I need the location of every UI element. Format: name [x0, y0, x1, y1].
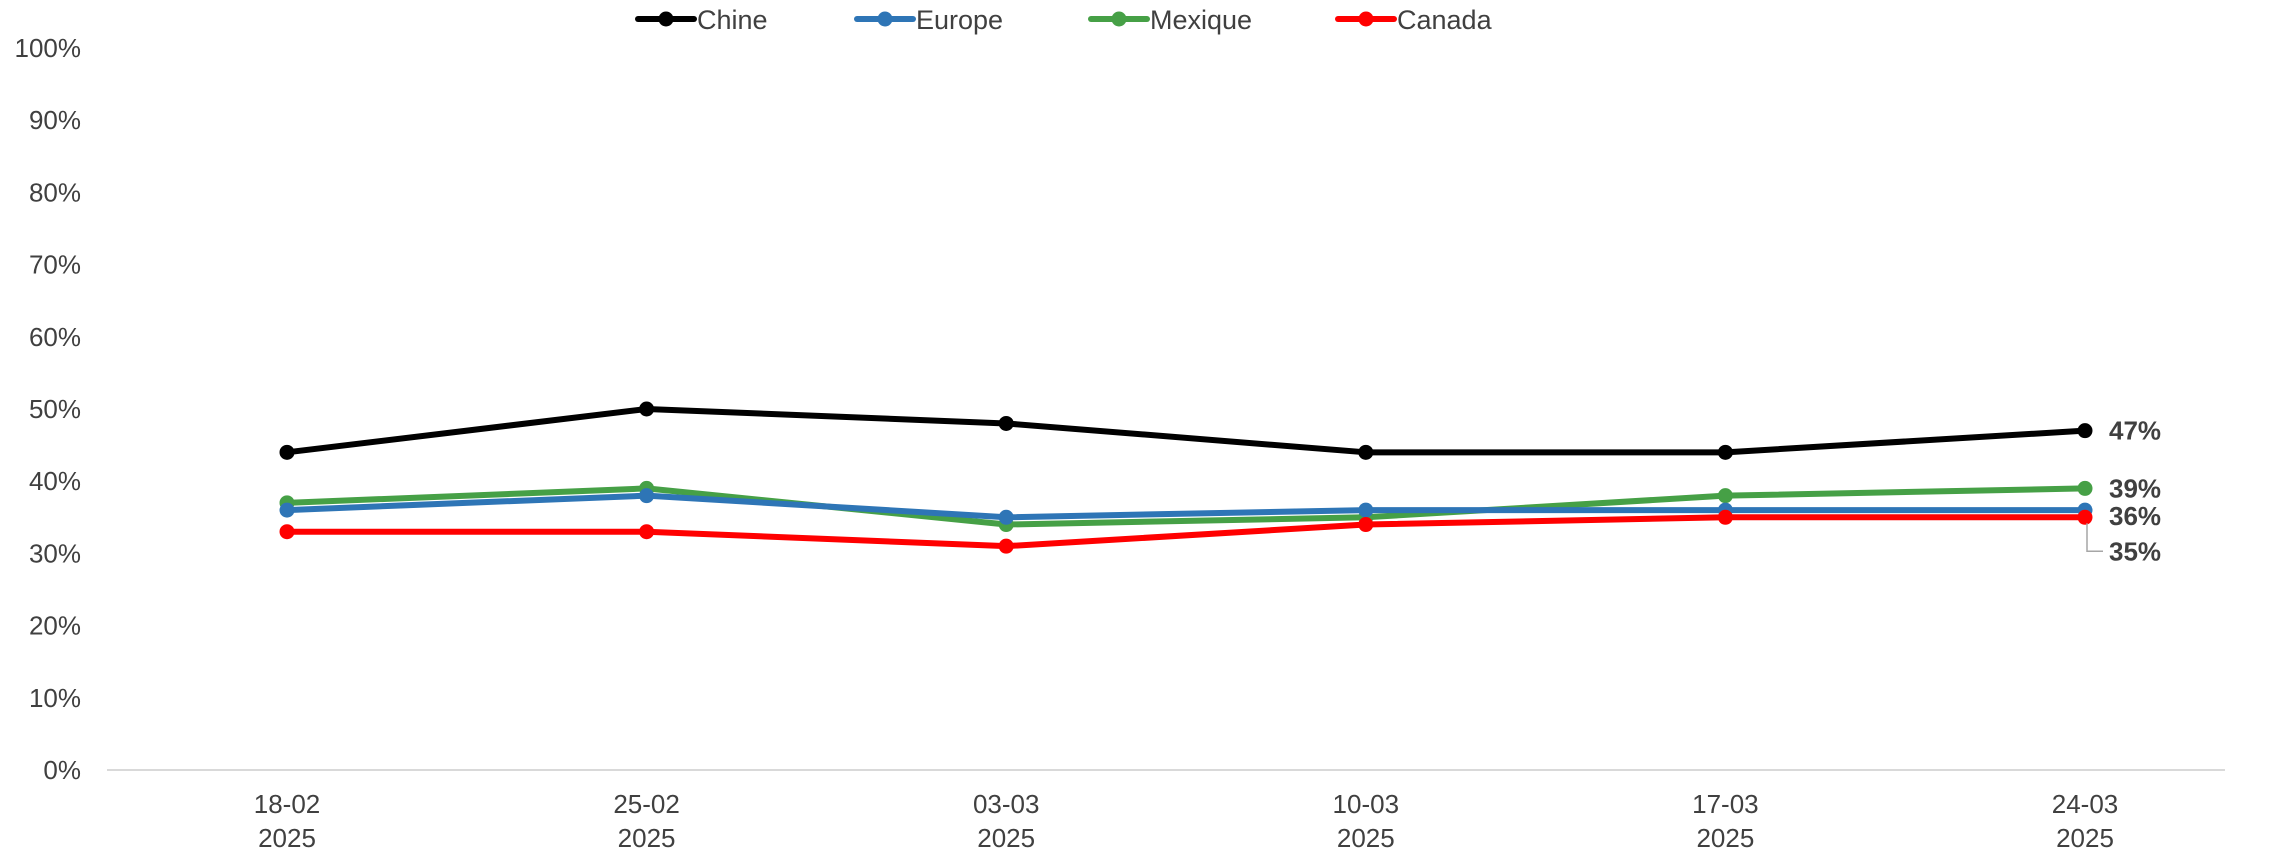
data-point-canada — [1717, 509, 1733, 525]
y-tick-label: 50% — [29, 394, 81, 424]
y-tick-label: 100% — [15, 33, 82, 63]
end-label-mexique: 39% — [2109, 473, 2161, 503]
data-point-chine — [998, 415, 1014, 431]
y-tick-label: 90% — [29, 105, 81, 135]
data-point-canada — [1358, 517, 1374, 533]
x-tick-label: 24-03 — [2052, 789, 2119, 819]
data-point-mexique — [2077, 480, 2093, 496]
series-line-chine — [284, 406, 2088, 456]
x-tick-label: 18-02 — [254, 789, 321, 819]
x-tick-label: 2025 — [1696, 823, 1754, 850]
x-axis: 18-02 2025 25-02 2025 03-03 2025 10-03 2025 17-0… — [107, 769, 2225, 850]
legend-item-canada: Canada — [1335, 5, 1493, 35]
legend-item-chine: Chine — [635, 5, 768, 35]
data-point-europe — [998, 509, 1014, 525]
legend: Chine Europe Mexique Canada — [635, 5, 1493, 35]
series-line-europe — [284, 492, 2088, 521]
series-chine — [279, 401, 2093, 460]
legend-item-mexique: Mexique — [1088, 5, 1252, 35]
legend-label: Mexique — [1150, 5, 1252, 35]
legend-label: Chine — [697, 5, 768, 35]
x-tick-label: 2025 — [258, 823, 316, 850]
data-point-canada — [279, 524, 295, 540]
leader-line-canada — [2086, 523, 2103, 553]
x-tick-label: 17-03 — [1692, 789, 1759, 819]
data-point-chine — [1358, 444, 1374, 460]
x-tick-label: 2025 — [977, 823, 1035, 850]
legend-label: Canada — [1397, 5, 1493, 35]
data-point-mexique — [1717, 488, 1733, 504]
x-tick-label: 2025 — [2056, 823, 2114, 850]
y-tick-label: 0% — [43, 755, 81, 785]
data-point-europe — [1358, 502, 1374, 518]
legend-marker — [1358, 11, 1374, 27]
end-label-europe: 36% — [2109, 501, 2161, 531]
y-tick-label: 40% — [29, 466, 81, 496]
data-point-europe — [279, 502, 295, 518]
x-tick-label: 25-02 — [613, 789, 680, 819]
series-canada — [279, 509, 2093, 554]
data-point-europe — [639, 488, 655, 504]
y-tick-label: 60% — [29, 322, 81, 352]
y-tick-label: 20% — [29, 611, 81, 641]
series-layer — [279, 401, 2093, 554]
x-tick-label: 03-03 — [973, 789, 1040, 819]
data-point-canada — [639, 524, 655, 540]
end-label-chine: 47% — [2109, 416, 2161, 446]
y-tick-label: 30% — [29, 538, 81, 568]
x-tick-label: 2025 — [1337, 823, 1395, 850]
y-tick-label: 80% — [29, 177, 81, 207]
series-line-mexique — [284, 485, 2088, 528]
legend-marker — [658, 11, 674, 27]
series-mexique — [279, 480, 2093, 533]
data-point-canada — [998, 538, 1014, 554]
data-point-chine — [1717, 444, 1733, 460]
x-tick-label: 2025 — [618, 823, 676, 850]
y-tick-label: 70% — [29, 250, 81, 280]
x-tick-label: 10-03 — [1333, 789, 1400, 819]
data-point-chine — [279, 444, 295, 460]
series-line-canada — [284, 514, 2088, 550]
data-point-chine — [2077, 423, 2093, 439]
data-point-chine — [639, 401, 655, 417]
y-tick-label: 10% — [29, 683, 81, 713]
end-labels: 47% 36%39% 35% — [2086, 416, 2161, 566]
y-axis: 0% 10% 20% 30% 40% 50% 60% 70% 80% 90% 100% — [15, 33, 82, 785]
legend-marker — [877, 11, 893, 27]
end-label-canada: 35% — [2109, 536, 2161, 566]
data-point-canada — [2077, 509, 2093, 525]
legend-marker — [1111, 11, 1127, 27]
legend-item-europe: Europe — [854, 5, 1003, 35]
legend-label: Europe — [916, 5, 1003, 35]
